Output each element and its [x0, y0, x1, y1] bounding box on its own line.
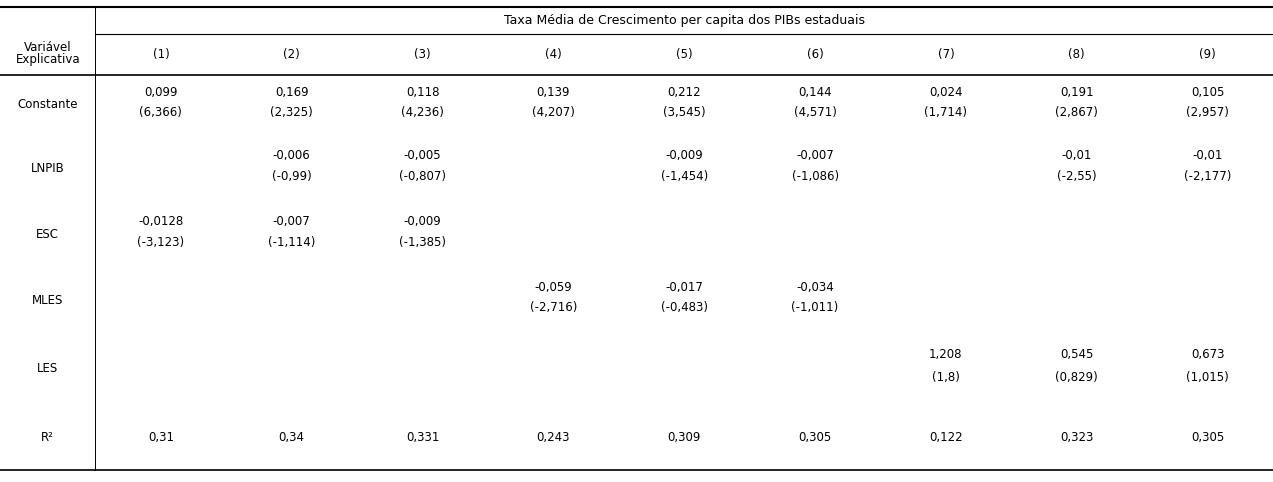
Text: -0,017: -0,017	[666, 281, 703, 294]
Text: -0,01: -0,01	[1193, 149, 1223, 161]
Text: (4,571): (4,571)	[793, 106, 836, 119]
Text: (1,714): (1,714)	[924, 106, 967, 119]
Text: (2,325): (2,325)	[270, 106, 313, 119]
Text: (-0,807): (-0,807)	[398, 170, 446, 183]
Text: (4,207): (4,207)	[532, 106, 575, 119]
Text: 0,545: 0,545	[1060, 348, 1094, 361]
Text: 0,105: 0,105	[1192, 86, 1225, 99]
Text: 0,099: 0,099	[144, 86, 178, 99]
Text: -0,034: -0,034	[796, 281, 834, 294]
Text: (-2,177): (-2,177)	[1184, 170, 1231, 183]
Text: 0,323: 0,323	[1060, 431, 1094, 444]
Text: (-1,454): (-1,454)	[661, 170, 708, 183]
Text: (2): (2)	[284, 48, 300, 61]
Text: (-3,123): (-3,123)	[137, 236, 185, 249]
Text: ESC: ESC	[36, 228, 60, 241]
Text: (2,867): (2,867)	[1055, 106, 1099, 119]
Text: (-1,114): (-1,114)	[269, 236, 316, 249]
Text: 0,024: 0,024	[929, 86, 962, 99]
Text: (8): (8)	[1068, 48, 1085, 61]
Text: (4,236): (4,236)	[401, 106, 444, 119]
Text: 0,305: 0,305	[1192, 431, 1225, 444]
Text: -0,007: -0,007	[796, 149, 834, 161]
Text: (6,366): (6,366)	[140, 106, 182, 119]
Text: 0,31: 0,31	[148, 431, 174, 444]
Text: 0,34: 0,34	[279, 431, 304, 444]
Text: (1): (1)	[153, 48, 169, 61]
Text: (9): (9)	[1199, 48, 1216, 61]
Text: (3,545): (3,545)	[663, 106, 705, 119]
Text: -0,009: -0,009	[666, 149, 703, 161]
Text: LNPIB: LNPIB	[31, 162, 65, 175]
Text: -0,059: -0,059	[535, 281, 573, 294]
Text: 0,169: 0,169	[275, 86, 308, 99]
Text: (-1,011): (-1,011)	[792, 301, 839, 314]
Text: (7): (7)	[937, 48, 955, 61]
Text: -0,006: -0,006	[272, 149, 311, 161]
Text: -0,005: -0,005	[404, 149, 442, 161]
Text: 0,331: 0,331	[406, 431, 439, 444]
Text: 0,212: 0,212	[667, 86, 701, 99]
Text: 0,139: 0,139	[537, 86, 570, 99]
Text: (-1,086): (-1,086)	[792, 170, 839, 183]
Text: LES: LES	[37, 362, 59, 375]
Text: Constante: Constante	[18, 98, 78, 111]
Text: (2,957): (2,957)	[1186, 106, 1228, 119]
Text: (6): (6)	[807, 48, 824, 61]
Text: (0,829): (0,829)	[1055, 371, 1099, 384]
Text: 0,305: 0,305	[798, 431, 831, 444]
Text: (-2,55): (-2,55)	[1057, 170, 1096, 183]
Text: (-0,99): (-0,99)	[272, 170, 312, 183]
Text: 0,243: 0,243	[537, 431, 570, 444]
Text: -0,0128: -0,0128	[139, 215, 183, 228]
Text: 0,144: 0,144	[798, 86, 831, 99]
Text: (3): (3)	[414, 48, 430, 61]
Text: 1,208: 1,208	[929, 348, 962, 361]
Text: (-2,716): (-2,716)	[530, 301, 577, 314]
Text: 0,673: 0,673	[1190, 348, 1225, 361]
Text: -0,007: -0,007	[272, 215, 311, 228]
Text: (5): (5)	[676, 48, 693, 61]
Text: MLES: MLES	[32, 294, 64, 307]
Text: 0,309: 0,309	[667, 431, 701, 444]
Text: Variável: Variável	[24, 41, 71, 54]
Text: 0,122: 0,122	[929, 431, 962, 444]
Text: (1,015): (1,015)	[1186, 371, 1228, 384]
Text: Explicativa: Explicativa	[15, 53, 80, 66]
Text: (-1,385): (-1,385)	[398, 236, 446, 249]
Text: 0,191: 0,191	[1060, 86, 1094, 99]
Text: -0,01: -0,01	[1062, 149, 1092, 161]
Text: R²: R²	[41, 431, 55, 444]
Text: Taxa Média de Crescimento per capita dos PIBs estaduais: Taxa Média de Crescimento per capita dos…	[504, 14, 864, 27]
Text: (-0,483): (-0,483)	[661, 301, 708, 314]
Text: (4): (4)	[545, 48, 561, 61]
Text: (1,8): (1,8)	[932, 371, 960, 384]
Text: 0,118: 0,118	[406, 86, 439, 99]
Text: -0,009: -0,009	[404, 215, 442, 228]
